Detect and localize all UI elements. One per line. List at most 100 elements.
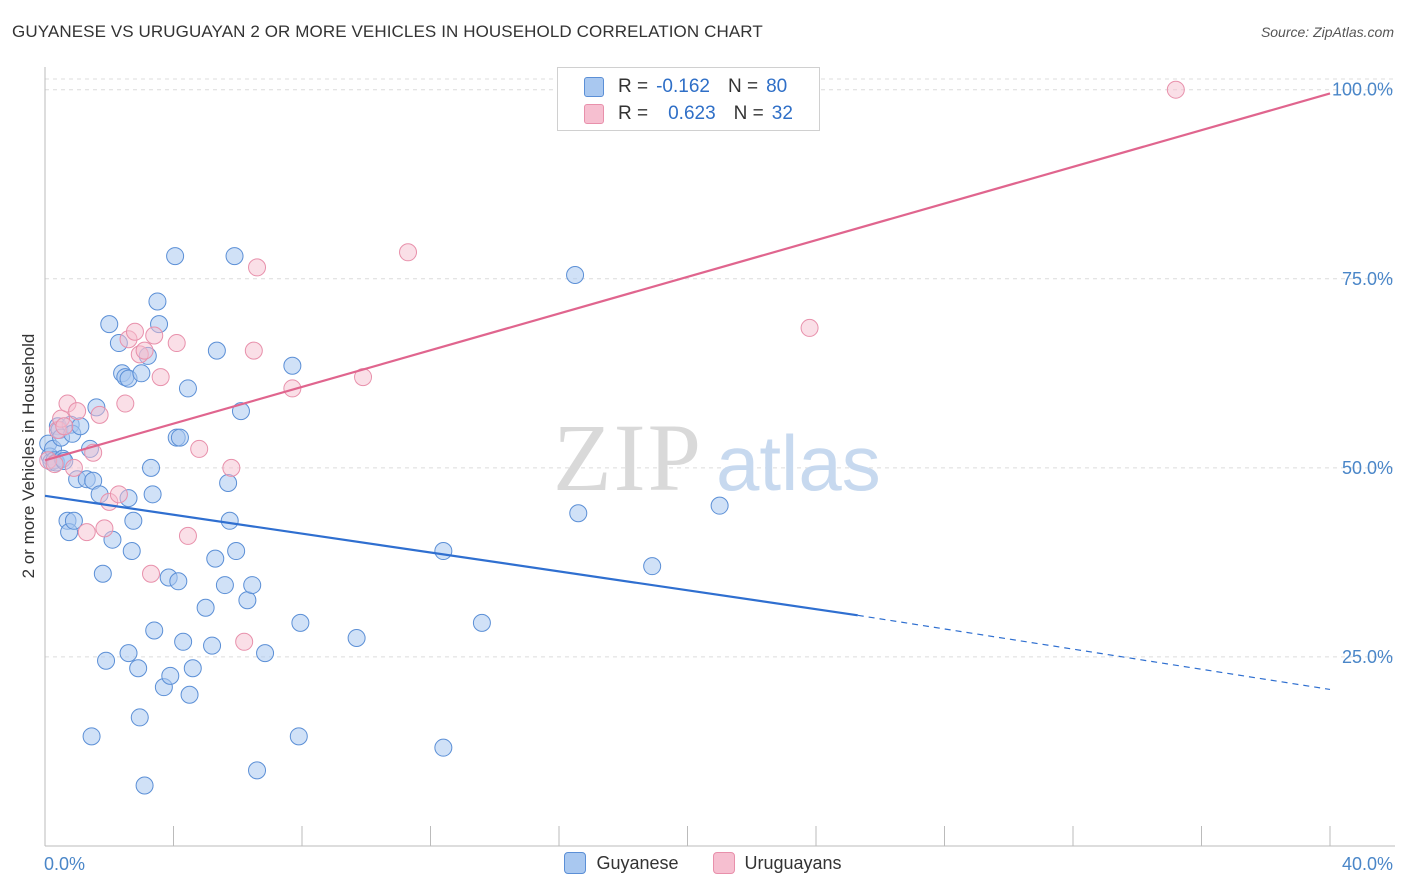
guyanese-point	[347, 629, 366, 648]
guyanese-point	[183, 659, 202, 678]
uruguayan-point	[116, 394, 135, 413]
uruguayan-point	[95, 519, 114, 538]
guyanese-point	[100, 315, 119, 334]
guyanese-point	[238, 591, 257, 610]
guyanese-point	[142, 458, 161, 477]
uruguayan-point	[109, 485, 128, 504]
guyanese-point	[231, 402, 250, 421]
guyanese-point	[129, 659, 148, 678]
legend-r-label: R =	[618, 76, 649, 97]
uruguayan-point	[222, 458, 241, 477]
guyanese-point	[215, 576, 234, 595]
gridlines	[45, 78, 1395, 658]
guyanese-point	[196, 598, 215, 617]
uruguayan-point	[235, 632, 254, 651]
y-tick-label: 25.0%	[1342, 647, 1393, 667]
guyanese-point	[170, 428, 189, 447]
y-axis-label: 2 or more Vehicles in Household	[19, 334, 38, 579]
uruguayan-point	[151, 368, 170, 387]
guyanese-point	[291, 613, 310, 632]
guyanese-trend-line	[44, 494, 858, 617]
legend-row-uruguayans: R = 0.623 N = 32	[584, 101, 793, 127]
guyanese-point	[132, 364, 151, 383]
uruguayan-point	[64, 458, 83, 477]
guyanese-point	[178, 379, 197, 398]
guyanese-point	[166, 247, 185, 266]
x-tick-label: 0.0%	[44, 854, 85, 874]
tick-labels: 25.0% 50.0% 75.0% 100.0% 0.0% 40.0%	[44, 80, 1393, 874]
correlation-legend: R = -0.162 N = 80 R = 0.623 N = 32	[557, 67, 820, 131]
guyanese-point	[143, 485, 162, 504]
guyanese-point	[283, 356, 302, 375]
guyanese-point	[256, 644, 275, 663]
legend-n-label: N =	[727, 76, 759, 97]
uruguayan-trend-line	[44, 92, 1331, 462]
guyanese-point	[180, 685, 199, 704]
legend-r-value: 0.623	[668, 103, 716, 124]
legend-label-guyanese: Guyanese	[596, 852, 679, 873]
uruguayan-point	[399, 243, 418, 262]
guyanese-point	[207, 341, 226, 360]
guyanese-point	[161, 666, 180, 685]
guyanese-point	[122, 542, 141, 561]
watermark-zip: ZIP	[553, 404, 703, 511]
guyanese-point	[64, 511, 83, 530]
guyanese-point	[225, 247, 244, 266]
uruguayan-point	[244, 341, 263, 360]
y-tick-label: 100.0%	[1332, 80, 1393, 100]
uruguayan-point	[248, 258, 267, 277]
legend-swatch-guyanese	[564, 852, 587, 874]
legend-n-label: N =	[733, 103, 764, 124]
guyanese-point	[93, 564, 112, 583]
trend-lines	[44, 92, 1331, 691]
legend-swatch-guyanese	[584, 77, 604, 97]
uruguayan-point	[125, 322, 144, 341]
legend-item-uruguayans: Uruguayans	[712, 852, 842, 874]
uruguayan-point	[167, 334, 186, 353]
series-legend: Guyanese Uruguayans	[0, 852, 1406, 874]
guyanese-point	[472, 613, 491, 632]
uruguayan-point	[142, 564, 161, 583]
guyanese-point	[227, 542, 246, 561]
uruguayan-point	[145, 326, 164, 345]
uruguayan-point	[77, 523, 96, 542]
uruguayan-point	[55, 417, 74, 436]
uruguayan-point	[68, 402, 87, 421]
guyanese-point	[130, 708, 149, 727]
legend-swatch-uruguayans	[712, 852, 735, 874]
uruguayan-points	[39, 80, 1185, 651]
uruguayan-point	[135, 341, 154, 360]
uruguayan-point	[1166, 80, 1185, 99]
legend-row-guyanese: R = -0.162 N = 80	[584, 74, 787, 100]
legend-n-value: 80	[766, 76, 788, 97]
guyanese-point	[710, 496, 729, 515]
watermark-atlas: atlas	[716, 419, 881, 507]
guyanese-point	[82, 727, 101, 746]
guyanese-point	[169, 572, 188, 591]
guyanese-point	[569, 504, 588, 523]
guyanese-point	[434, 738, 453, 757]
legend-label-uruguayans: Uruguayans	[744, 852, 842, 873]
guyanese-point	[145, 621, 164, 640]
uruguayan-point	[800, 318, 819, 337]
legend-r-value: -0.162	[656, 76, 710, 97]
guyanese-point	[219, 473, 238, 492]
chart-source: Source: ZipAtlas.com	[1260, 24, 1394, 40]
guyanese-point	[124, 511, 143, 530]
legend-item-guyanese: Guyanese	[564, 852, 679, 874]
guyanese-point	[71, 417, 90, 436]
guyanese-point	[148, 292, 167, 311]
legend-swatch-uruguayans	[584, 104, 604, 124]
guyanese-point	[135, 776, 154, 795]
uruguayan-point	[283, 379, 302, 398]
guyanese-point	[97, 651, 116, 670]
y-tick-label: 50.0%	[1342, 458, 1393, 478]
guyanese-point	[566, 265, 585, 284]
guyanese-point	[206, 549, 225, 568]
x-tick-label: 40.0%	[1342, 854, 1393, 874]
guyanese-point	[643, 557, 662, 576]
uruguayan-point	[90, 405, 109, 424]
guyanese-point	[434, 542, 453, 561]
legend-n-value: 32	[771, 103, 793, 124]
